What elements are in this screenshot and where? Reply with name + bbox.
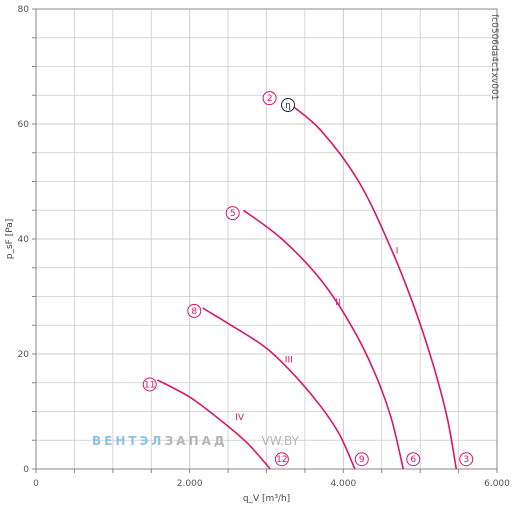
- y-tick-label: 40: [18, 235, 30, 245]
- markers: 2 η 5 8 11 12 9 6 3: [142, 91, 474, 467]
- marker-label: 8: [191, 307, 197, 317]
- series-curve-III: [202, 307, 356, 470]
- marker-circle: [406, 452, 421, 467]
- series-label-III: III: [285, 356, 293, 366]
- marker-label: 12: [276, 455, 287, 465]
- marker-2: 2: [262, 91, 277, 106]
- watermark: ВЕНТЭЛ ЗАПАД VW.BY: [92, 434, 300, 448]
- watermark-site: VW.BY: [261, 434, 299, 448]
- marker-circle: [281, 98, 296, 113]
- marker-9: 9: [354, 452, 369, 467]
- series-curve-II: [243, 209, 405, 470]
- marker-label: 5: [230, 209, 236, 219]
- y-tick-label: 20: [18, 350, 30, 360]
- chart-code-label: fc0506da4c1xv001: [489, 14, 499, 100]
- grid: [32, 8, 498, 473]
- ticks: 0 2.000 4.000 6.000 0 20 40 60 80: [18, 5, 511, 489]
- y-axis-label: p_sF [Pa]: [5, 219, 15, 260]
- marker-circle: [225, 206, 240, 221]
- y-tick-label: 60: [18, 120, 30, 130]
- marker-label: 11: [144, 380, 155, 390]
- marker-label: 9: [359, 455, 365, 465]
- series-label-I: I: [396, 246, 399, 256]
- marker-label: 6: [410, 455, 416, 465]
- marker-circle: [459, 452, 474, 467]
- marker-3: 3: [459, 452, 474, 467]
- marker-circle: [187, 303, 202, 318]
- x-tick-label: 0: [33, 479, 39, 489]
- marker-circle: [142, 377, 157, 392]
- series-curve-I: [285, 100, 458, 470]
- marker-circle: [354, 452, 369, 467]
- marker-label: 2: [267, 94, 273, 104]
- series-curve-IV: [157, 379, 271, 470]
- x-tick-label: 6.000: [484, 479, 510, 489]
- plot-frame: [35, 8, 498, 470]
- watermark-part1: ВЕНТЭЛ: [92, 434, 164, 448]
- marker-5: 5: [225, 206, 240, 221]
- y-tick-label: 80: [18, 5, 30, 15]
- x-axis-label: q_V [m³/h]: [243, 494, 290, 504]
- watermark-part2: ЗАПАД: [165, 434, 228, 448]
- marker-11: 11: [142, 377, 157, 392]
- series-label-IV: IV: [235, 413, 245, 423]
- x-tick-label: 4.000: [330, 479, 356, 489]
- marker-8: 8: [187, 303, 202, 318]
- marker-label: η: [285, 101, 291, 111]
- marker-circle: [262, 91, 277, 106]
- marker-η: η: [281, 98, 296, 113]
- x-tick-label: 2.000: [177, 479, 203, 489]
- marker-6: 6: [406, 452, 421, 467]
- series-label-II: II: [335, 298, 340, 308]
- y-tick-label: 0: [23, 465, 29, 475]
- marker-circle: [274, 452, 289, 467]
- marker-12: 12: [274, 452, 289, 467]
- marker-label: 3: [463, 455, 469, 465]
